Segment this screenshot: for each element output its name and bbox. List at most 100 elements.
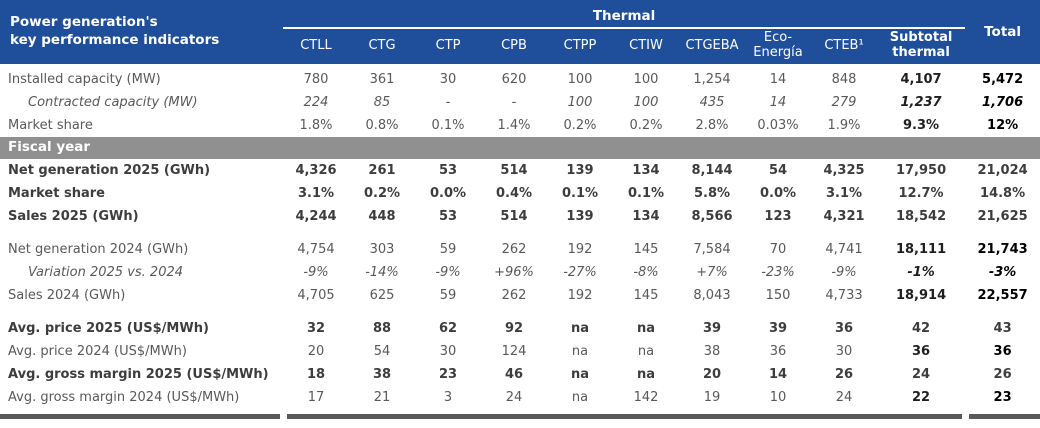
cell: 14	[769, 95, 787, 110]
cell: 3.1%	[825, 186, 863, 201]
cell: 26	[834, 367, 854, 382]
cell: 124	[501, 344, 527, 359]
cell-total: 36	[993, 344, 1012, 359]
row-label: Avg. gross margin 2024 (US$/MWh)	[8, 390, 240, 405]
cell: 145	[633, 242, 659, 257]
cell: 448	[368, 209, 396, 224]
cell: 5.8%	[693, 186, 731, 201]
cell-total: 1,706	[982, 95, 1024, 110]
cell: 0.2%	[363, 186, 401, 201]
cell: na	[637, 344, 655, 359]
row-label: Avg. price 2024 (US$/MWh)	[8, 344, 187, 359]
cell: 0.8%	[365, 118, 399, 133]
table-row-avg-price-2025: Avg. price 2025 (US$/MWh) 32 88 62 92 na…	[0, 317, 1040, 340]
table-row-sales-2025: Sales 2025 (GWh) 4,244 448 53 514 139 13…	[0, 205, 1040, 228]
cell: 38	[703, 344, 721, 359]
cell: 24	[835, 390, 853, 405]
cell-subtotal: 42	[912, 321, 931, 336]
cell: 848	[831, 72, 857, 87]
cell: 620	[501, 72, 527, 87]
bottom-rule-total	[961, 409, 1040, 419]
cell-total: 21,743	[977, 242, 1028, 257]
row-label: Sales 2025 (GWh)	[8, 209, 139, 224]
row-label: Net generation 2024 (GWh)	[8, 242, 189, 257]
cell: 123	[764, 209, 792, 224]
cell-total: 21,024	[977, 163, 1028, 178]
cell: 0.1%	[561, 186, 599, 201]
cell-total: 23	[993, 390, 1012, 405]
table-row-avg-price-2024: Avg. price 2024 (US$/MWh) 20 54 30 124 n…	[0, 340, 1040, 363]
column-header-row: CTLL CTG CTP CPB CTPP CTIW CTGEBA Eco- E…	[0, 28, 1040, 64]
section-band-fiscal-year: Fiscal year	[0, 137, 1040, 159]
cell-total: 43	[993, 321, 1012, 336]
row-label: Variation 2025 vs. 2024	[28, 265, 184, 280]
cell: 1,254	[693, 72, 731, 87]
cell: 0.2%	[563, 118, 597, 133]
spacer-row	[0, 307, 1040, 317]
table-row-variation-2025-vs-2024: Variation 2025 vs. 2024 -9% -14% -9% +96…	[0, 261, 1040, 284]
cell: 92	[504, 321, 524, 336]
cell: -	[511, 95, 517, 110]
cell: 262	[501, 288, 527, 303]
cell: 3.1%	[297, 186, 335, 201]
cell: 21	[373, 390, 391, 405]
row-label: Sales 2024 (GWh)	[8, 288, 126, 303]
column-header-cteb: CTEB¹	[811, 28, 877, 64]
row-label: Contracted capacity (MW)	[28, 95, 198, 110]
cell: -27%	[563, 265, 597, 280]
cell: 4,733	[825, 288, 863, 303]
cell: 150	[765, 288, 791, 303]
cell: 59	[439, 288, 457, 303]
cell: 100	[633, 95, 659, 110]
cell: 1.8%	[299, 118, 333, 133]
cell: 62	[438, 321, 458, 336]
cell: na	[636, 367, 656, 382]
cell-total: 22,557	[977, 288, 1028, 303]
cell: 2.8%	[695, 118, 729, 133]
cell: -14%	[365, 265, 399, 280]
row-label: Net generation 2025 (GWh)	[8, 163, 211, 178]
cell-subtotal: 1,237	[900, 95, 942, 110]
cell: 780	[303, 72, 329, 87]
table-row-contracted-capacity: Contracted capacity (MW) 224 85 - - 100 …	[0, 91, 1040, 114]
cell-subtotal: 24	[912, 367, 931, 382]
cell: 134	[632, 209, 660, 224]
cell: na	[570, 367, 590, 382]
cell: 192	[567, 288, 593, 303]
cell-total: 21,625	[977, 209, 1028, 224]
cell: 32	[306, 321, 326, 336]
cell: -9%	[435, 265, 461, 280]
column-header-cpb: CPB	[481, 28, 547, 64]
column-header-ctgeba: CTGEBA	[679, 28, 745, 64]
row-label: Avg. gross margin 2025 (US$/MWh)	[8, 367, 269, 382]
page-title: Power generation's key performance indic…	[0, 0, 283, 64]
cell: 8,043	[693, 288, 731, 303]
cell: -9%	[831, 265, 857, 280]
cell: -8%	[633, 265, 659, 280]
total-column-header: Total	[965, 0, 1040, 64]
cell: 23	[438, 367, 458, 382]
cell: 14	[769, 72, 787, 87]
thermal-group-header: Thermal	[283, 0, 966, 29]
cell: 59	[439, 242, 457, 257]
cell: 514	[500, 209, 528, 224]
cell: 142	[633, 390, 659, 405]
kpi-table: Power generation's key performance indic…	[0, 0, 1040, 419]
cell: 100	[567, 72, 593, 87]
cell: 303	[369, 242, 395, 257]
column-header-ctll: CTLL	[283, 28, 349, 64]
cell: 30	[439, 72, 457, 87]
cell: 100	[567, 95, 593, 110]
cell: 0.03%	[757, 118, 799, 133]
cell: na	[571, 344, 589, 359]
cell: 1.4%	[497, 118, 531, 133]
row-label: Avg. price 2025 (US$/MWh)	[8, 321, 209, 336]
row-label: Installed capacity (MW)	[8, 72, 161, 87]
cell-subtotal: 4,107	[900, 72, 942, 87]
cell: 625	[369, 288, 395, 303]
bottom-rule-labels	[0, 409, 283, 419]
cell: 0.1%	[627, 186, 665, 201]
cell: 279	[831, 95, 857, 110]
cell: 0.0%	[759, 186, 797, 201]
cell: 46	[504, 367, 524, 382]
